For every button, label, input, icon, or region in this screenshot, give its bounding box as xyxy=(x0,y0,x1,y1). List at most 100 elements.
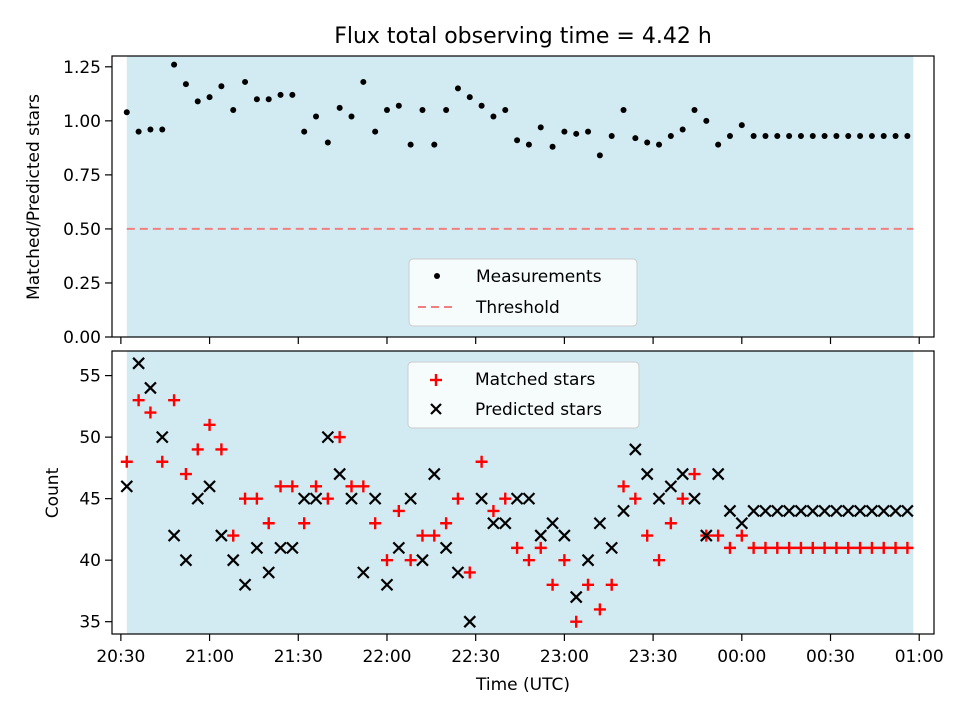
matched-star-point xyxy=(617,480,630,493)
predicted-star-point xyxy=(345,492,358,505)
bottom-y-tick-label: 40 xyxy=(79,551,101,571)
x-tick-label: 23:00 xyxy=(540,647,589,667)
x-tick-label: 22:30 xyxy=(451,647,500,667)
legend-matched-label: Matched stars xyxy=(475,370,595,390)
matched-star-point xyxy=(310,480,323,493)
predicted-star-point xyxy=(215,529,228,542)
matched-star-point xyxy=(723,541,736,554)
matched-star-point xyxy=(522,554,535,567)
bottom-legend: Matched stars Predicted stars xyxy=(407,361,640,429)
measurement-point xyxy=(585,128,592,135)
matched-star-point xyxy=(605,578,618,591)
measurement-point xyxy=(182,81,189,88)
measurement-point xyxy=(324,139,331,146)
measurement-point xyxy=(242,78,249,85)
matched-star-point xyxy=(286,480,299,493)
measurements-series xyxy=(123,61,911,159)
measurement-point xyxy=(194,98,201,105)
matched-star-point xyxy=(759,541,772,554)
predicted-star-point xyxy=(226,553,240,567)
matched-star-point xyxy=(380,554,393,567)
predicted-star-point xyxy=(723,504,737,518)
measurement-point xyxy=(431,141,438,148)
matched-star-point xyxy=(333,431,346,444)
measurement-point xyxy=(171,61,178,68)
x-tick-label: 00:00 xyxy=(717,647,766,667)
measurement-point xyxy=(762,132,769,139)
matched-star-point xyxy=(558,554,571,567)
predicted-star-point xyxy=(664,480,678,493)
predicted-star-point xyxy=(475,492,488,505)
matched-star-point xyxy=(132,394,145,407)
top-y-axis-label: Matched/Predicted stars xyxy=(24,94,44,300)
measurement-point xyxy=(857,132,864,139)
predicted-star-point xyxy=(747,504,760,518)
measurement-point xyxy=(490,113,497,120)
predicted-star-point xyxy=(711,467,725,481)
measurement-point xyxy=(253,96,260,103)
matched-star-point xyxy=(865,541,878,554)
predicted-star-point xyxy=(203,480,216,493)
matched-star-point xyxy=(901,541,914,554)
matched-star-point xyxy=(451,492,464,505)
predicted-star-point xyxy=(250,541,264,555)
predicted-star-point xyxy=(179,553,193,567)
predicted-star-point xyxy=(132,357,145,370)
predicted-star-point xyxy=(262,566,275,579)
matched-star-point xyxy=(179,468,192,481)
matched-star-point xyxy=(369,517,382,530)
measurement-point xyxy=(360,78,367,85)
matched-star-point xyxy=(712,529,725,542)
x-tick-label: 22:00 xyxy=(362,647,411,667)
measurement-point xyxy=(265,96,272,103)
measurement-point xyxy=(821,132,828,139)
matched-star-point xyxy=(783,541,796,554)
top-plot-frame xyxy=(111,55,935,338)
measurement-point xyxy=(845,132,852,139)
matched-star-point xyxy=(771,541,784,554)
top-legend: Measurements Threshold xyxy=(408,258,638,327)
matched-star-point xyxy=(806,541,819,554)
measurement-point xyxy=(738,122,745,129)
matched-star-point xyxy=(582,578,595,591)
measurement-point xyxy=(833,132,840,139)
matched-star-point xyxy=(653,554,666,567)
matched-star-point xyxy=(203,418,216,431)
measurement-point xyxy=(774,132,781,139)
measurement-point xyxy=(537,124,544,131)
measurement-point xyxy=(313,113,320,120)
legend-measurements-marker xyxy=(434,273,440,279)
measurement-point xyxy=(135,128,142,135)
measurement-point xyxy=(549,143,556,150)
bottom-x-axis: 20:30 21:00 21:30 22:00 22:30 23:00 23:30 00:00… xyxy=(96,634,944,667)
measurement-point xyxy=(726,132,733,139)
matched-star-point xyxy=(191,443,204,456)
x-tick-label: 00:30 xyxy=(806,647,855,667)
matched-star-point xyxy=(499,492,512,505)
matched-star-point xyxy=(298,517,311,530)
matched-star-point xyxy=(546,578,559,591)
predicted-star-point xyxy=(451,566,465,579)
matched-star-point xyxy=(511,541,524,554)
top-legend-box xyxy=(408,258,638,327)
measurement-point xyxy=(573,130,580,137)
matched-star-point xyxy=(747,541,760,554)
matched-star-point xyxy=(676,492,689,505)
predicted-star-point xyxy=(889,504,902,518)
measurement-point xyxy=(667,132,674,139)
measurement-point xyxy=(218,83,225,90)
matched-star-point xyxy=(120,455,133,468)
measurement-point xyxy=(656,141,663,148)
predicted-star-point xyxy=(274,541,287,555)
matched-star-point xyxy=(440,517,453,530)
measurement-point xyxy=(561,128,568,135)
x-tick-label: 20:30 xyxy=(96,647,145,667)
measurement-point xyxy=(277,91,284,98)
matched-star-point xyxy=(144,406,157,419)
bottom-plot-frame xyxy=(111,350,935,635)
predicted-star-point xyxy=(806,504,820,518)
measurement-point xyxy=(880,132,887,139)
matched-star-point xyxy=(239,492,252,505)
bottom-panel: 35 40 45 50 55 20:30 21:00 21:30 22:00 22:30 23:0… xyxy=(43,350,944,695)
predicted-star-point xyxy=(569,590,583,604)
